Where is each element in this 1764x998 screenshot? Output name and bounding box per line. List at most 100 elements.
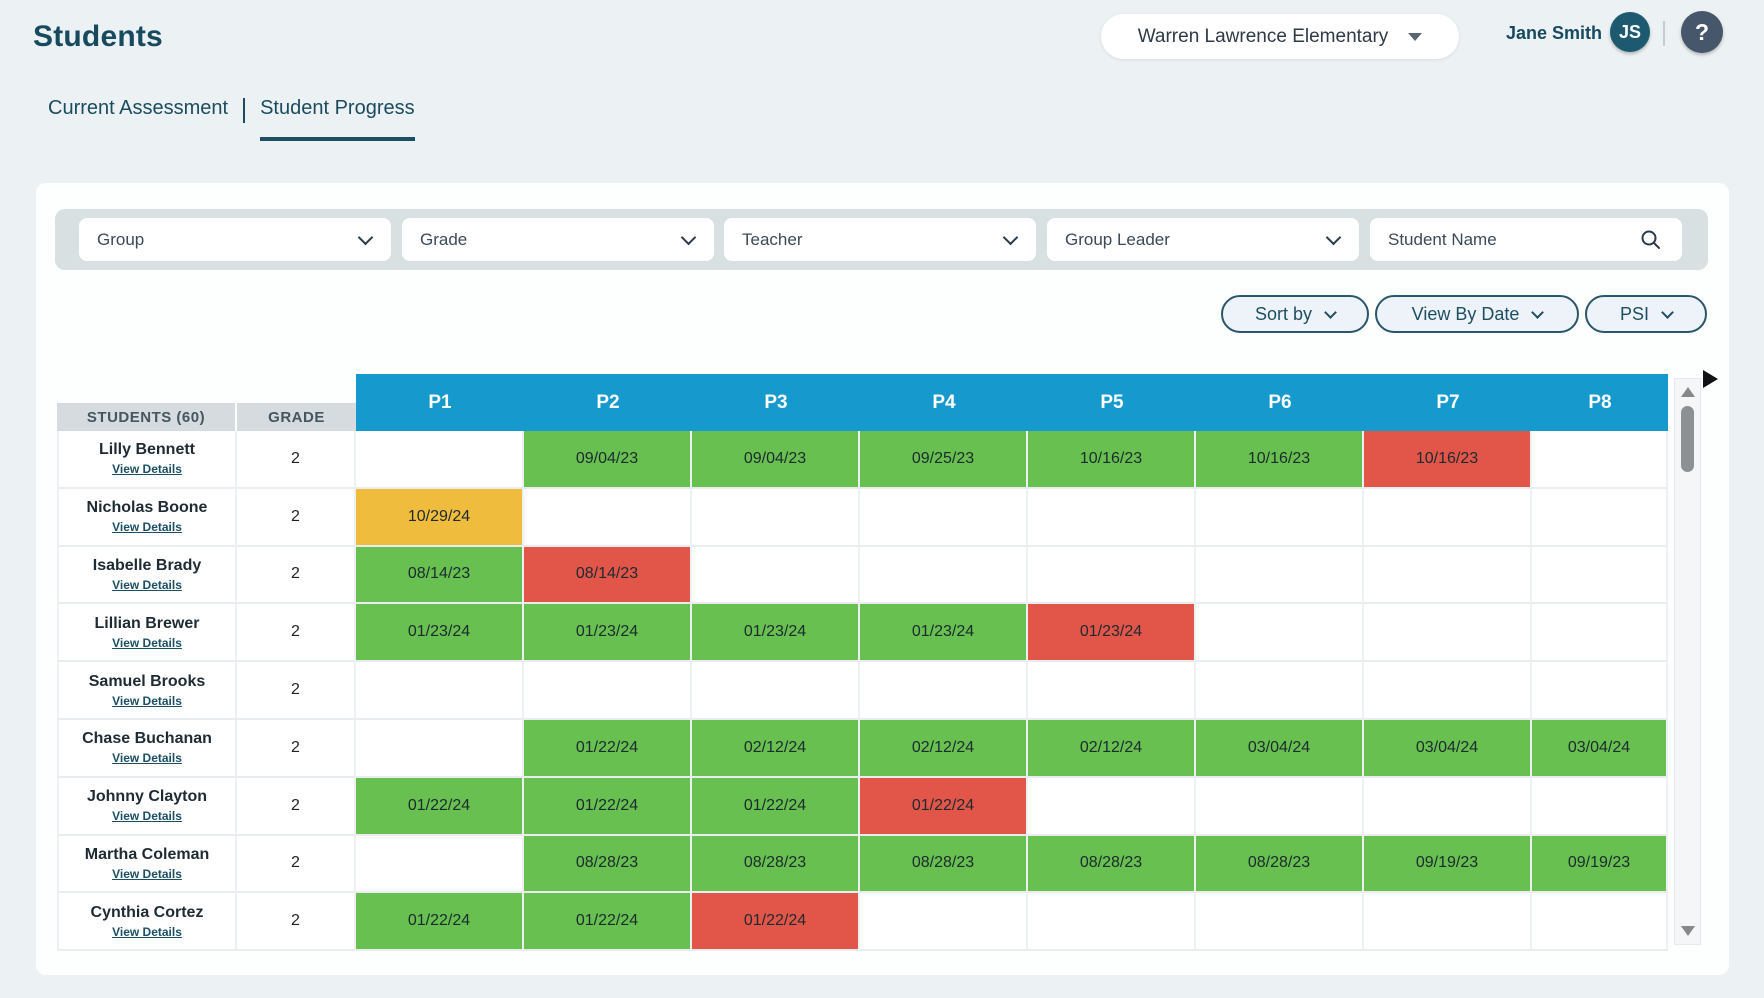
chevron-down-icon	[1661, 305, 1674, 319]
assessment-date-cell[interactable]: 01/22/24	[356, 893, 524, 952]
chevron-down-icon	[1002, 229, 1019, 245]
grade-cell: 2	[237, 835, 356, 894]
assessment-date-cell[interactable]: 01/22/24	[692, 777, 860, 836]
empty-date-cell	[1196, 777, 1364, 836]
scroll-up-icon[interactable]	[1681, 387, 1695, 397]
view-details-link[interactable]: View Details	[112, 462, 182, 477]
assessment-date-cell[interactable]: 10/16/23	[1196, 431, 1364, 489]
assessment-date-cell[interactable]: 01/22/24	[524, 719, 692, 778]
view-details-link[interactable]: View Details	[112, 577, 182, 592]
student-name-search	[1370, 218, 1682, 261]
assessment-date-cell[interactable]: 09/04/23	[524, 431, 692, 489]
help-button[interactable]: ?	[1681, 11, 1723, 53]
assessment-date-cell[interactable]: 09/19/23	[1532, 835, 1668, 894]
assessment-date-cell[interactable]: 08/14/23	[356, 546, 524, 605]
view-details-link[interactable]: View Details	[112, 751, 182, 766]
empty-date-cell	[356, 719, 524, 778]
student-name: Cynthia Cortez	[90, 903, 204, 921]
table-row: Chase Buchanan View Details 2 01/22/24 02/12…	[57, 719, 1668, 778]
assessment-date-cell[interactable]: 02/12/24	[1028, 719, 1196, 778]
chevron-down-icon	[1324, 305, 1337, 319]
assessment-date-cell[interactable]: 01/22/24	[860, 777, 1028, 836]
empty-date-cell	[692, 546, 860, 605]
assessment-date-cell[interactable]: 03/04/24	[1196, 719, 1364, 778]
view-details-link[interactable]: View Details	[112, 693, 182, 708]
student-name: Johnny Clayton	[86, 788, 207, 806]
assessment-date-cell[interactable]: 10/16/23	[1364, 431, 1532, 489]
view-details-link[interactable]: View Details	[112, 635, 182, 650]
assessment-date-cell[interactable]: 03/04/24	[1532, 719, 1668, 778]
scrollbar-thumb[interactable]	[1681, 406, 1694, 472]
assessment-date-cell[interactable]: 09/19/23	[1364, 835, 1532, 894]
empty-date-cell	[1532, 893, 1668, 952]
student-name-cell: Isabelle Brady View Details	[57, 546, 237, 605]
page-title: Students	[33, 20, 163, 53]
assessment-date-cell[interactable]: 01/23/24	[692, 604, 860, 663]
tab-student-progress[interactable]: Student Progress	[260, 97, 415, 141]
school-selector[interactable]: Warren Lawrence Elementary	[1101, 14, 1459, 59]
empty-date-cell	[356, 835, 524, 894]
assessment-date-cell[interactable]: 08/14/23	[524, 546, 692, 605]
assessment-date-cell[interactable]: 08/28/23	[524, 835, 692, 894]
vertical-scrollbar[interactable]	[1674, 378, 1701, 945]
chevron-down-icon	[1325, 229, 1342, 245]
assessment-date-cell[interactable]: 03/04/24	[1364, 719, 1532, 778]
students-column-header: STUDENTS (60)	[57, 403, 237, 431]
table-row: Nicholas Boone View Details 2 10/29/24	[57, 488, 1668, 547]
student-name: Samuel Brooks	[88, 672, 206, 690]
table-row: Isabelle Brady View Details 2 08/14/23 08/14…	[57, 546, 1668, 605]
empty-date-cell	[1364, 893, 1532, 952]
assessment-date-cell[interactable]: 01/22/24	[356, 777, 524, 836]
assessment-date-cell[interactable]: 01/22/24	[524, 777, 692, 836]
search-icon[interactable]	[1640, 229, 1662, 251]
assessment-date-cell[interactable]: 01/22/24	[692, 893, 860, 952]
assessment-date-cell[interactable]: 08/28/23	[1028, 835, 1196, 894]
filter-group-leader[interactable]: Group Leader	[1047, 218, 1359, 261]
sort-by-label: Sort by	[1254, 303, 1313, 324]
psi-button[interactable]: PSI	[1585, 295, 1707, 333]
assessment-date-cell[interactable]: 08/28/23	[692, 835, 860, 894]
assessment-date-cell[interactable]: 01/23/24	[1028, 604, 1196, 663]
chevron-down-icon	[680, 229, 697, 245]
view-details-link[interactable]: View Details	[112, 866, 182, 881]
cursor-arrow-icon	[1703, 370, 1718, 388]
period-header-p3: P3	[764, 391, 788, 413]
filter-grade[interactable]: Grade	[402, 218, 714, 261]
assessment-date-cell[interactable]: 08/28/23	[860, 835, 1028, 894]
user-name: Jane Smith	[1505, 23, 1602, 43]
assessment-date-cell[interactable]: 10/29/24	[356, 488, 524, 547]
view-by-date-button[interactable]: View By Date	[1375, 295, 1579, 333]
filter-group[interactable]: Group	[79, 218, 391, 261]
student-name-cell: Samuel Brooks View Details	[57, 662, 237, 720]
assessment-date-cell[interactable]: 01/23/24	[356, 604, 524, 663]
scroll-down-icon[interactable]	[1681, 926, 1695, 936]
view-details-link[interactable]: View Details	[112, 520, 182, 535]
assessment-date-cell[interactable]: 10/16/23	[1028, 431, 1196, 489]
assessment-date-cell[interactable]: 08/28/23	[1196, 835, 1364, 894]
student-name-input[interactable]	[1388, 229, 1638, 250]
avatar[interactable]: JS	[1610, 12, 1650, 52]
empty-date-cell	[1532, 488, 1668, 547]
student-name-cell: Nicholas Boone View Details	[57, 488, 237, 547]
filter-grade-label: Grade	[420, 229, 468, 249]
grade-cell: 2	[237, 719, 356, 778]
sort-by-button[interactable]: Sort by	[1221, 295, 1369, 333]
assessment-date-cell[interactable]: 02/12/24	[860, 719, 1028, 778]
empty-date-cell	[1028, 488, 1196, 547]
view-details-link[interactable]: View Details	[112, 809, 182, 824]
tab-separator	[243, 98, 246, 123]
assessment-date-cell[interactable]: 01/23/24	[860, 604, 1028, 663]
assessment-date-cell[interactable]: 09/04/23	[692, 431, 860, 489]
assessment-date-cell[interactable]: 09/25/23	[860, 431, 1028, 489]
period-header-p8: P8	[1588, 391, 1612, 413]
assessment-date-cell[interactable]: 01/22/24	[524, 893, 692, 952]
tab-current-assessment[interactable]: Current Assessment	[48, 97, 229, 119]
filter-teacher[interactable]: Teacher	[724, 218, 1036, 261]
empty-date-cell	[1196, 662, 1364, 720]
psi-label: PSI	[1619, 303, 1649, 324]
table-toolbar: Sort by View By Date PSI	[1221, 295, 1707, 333]
view-details-link[interactable]: View Details	[112, 924, 182, 939]
assessment-date-cell[interactable]: 01/23/24	[524, 604, 692, 663]
assessment-date-cell[interactable]: 02/12/24	[692, 719, 860, 778]
empty-date-cell	[1196, 546, 1364, 605]
